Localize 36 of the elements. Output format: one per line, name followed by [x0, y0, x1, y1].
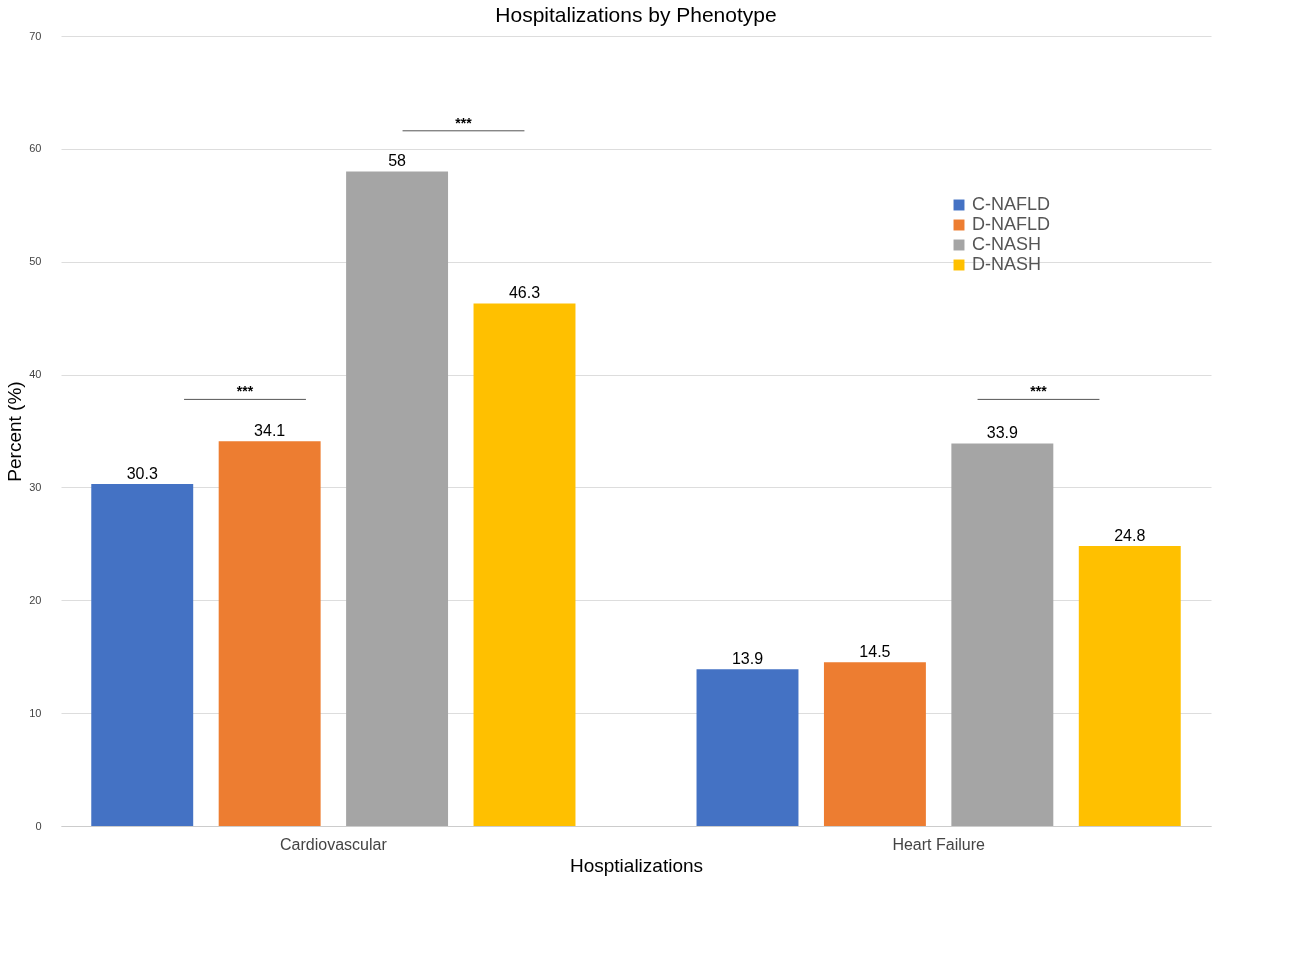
annotation: *** — [455, 114, 473, 131]
annotation: *** — [1030, 383, 1048, 400]
legend-label: D-NASH — [972, 254, 1042, 274]
data-label: 30.3 — [126, 465, 158, 483]
y-axis-title: Percent (%) — [4, 381, 26, 482]
x-axis-title: Hosptializations — [569, 854, 704, 876]
x-tick-label: Heart Failure — [892, 835, 985, 853]
legend-label: C-NASH — [972, 234, 1042, 254]
data-label: 46.3 — [508, 284, 541, 302]
x-tick-label: Cardiovascular — [280, 835, 388, 853]
data-label: 24.8 — [1114, 527, 1146, 545]
chart-title: Hospitalizations by Phenotype — [495, 3, 777, 26]
legend-label: D-NAFLD — [972, 214, 1051, 234]
bar — [91, 484, 194, 826]
data-label: 34.1 — [254, 422, 286, 440]
bar — [951, 443, 1054, 826]
bar — [823, 662, 926, 826]
bar — [346, 171, 449, 826]
y-tick-label: 50 — [29, 255, 42, 268]
data-label: 13.9 — [731, 650, 764, 668]
legend-label: C-NAFLD — [972, 194, 1051, 214]
y-tick-label: 10 — [29, 706, 42, 719]
bar — [1078, 546, 1181, 826]
data-label: 33.9 — [986, 424, 1019, 442]
bar — [473, 303, 576, 826]
y-tick-label: 40 — [29, 368, 42, 381]
annotation: *** — [236, 383, 254, 400]
y-tick-label: 60 — [29, 142, 42, 155]
y-tick-label: 0 — [35, 819, 42, 832]
bar — [218, 441, 321, 826]
data-label: 58 — [388, 152, 407, 170]
data-label: 14.5 — [859, 643, 891, 661]
y-tick-label: 70 — [29, 29, 42, 42]
bar — [696, 669, 799, 826]
y-tick-label: 20 — [29, 593, 42, 606]
y-tick-label: 30 — [29, 480, 42, 493]
